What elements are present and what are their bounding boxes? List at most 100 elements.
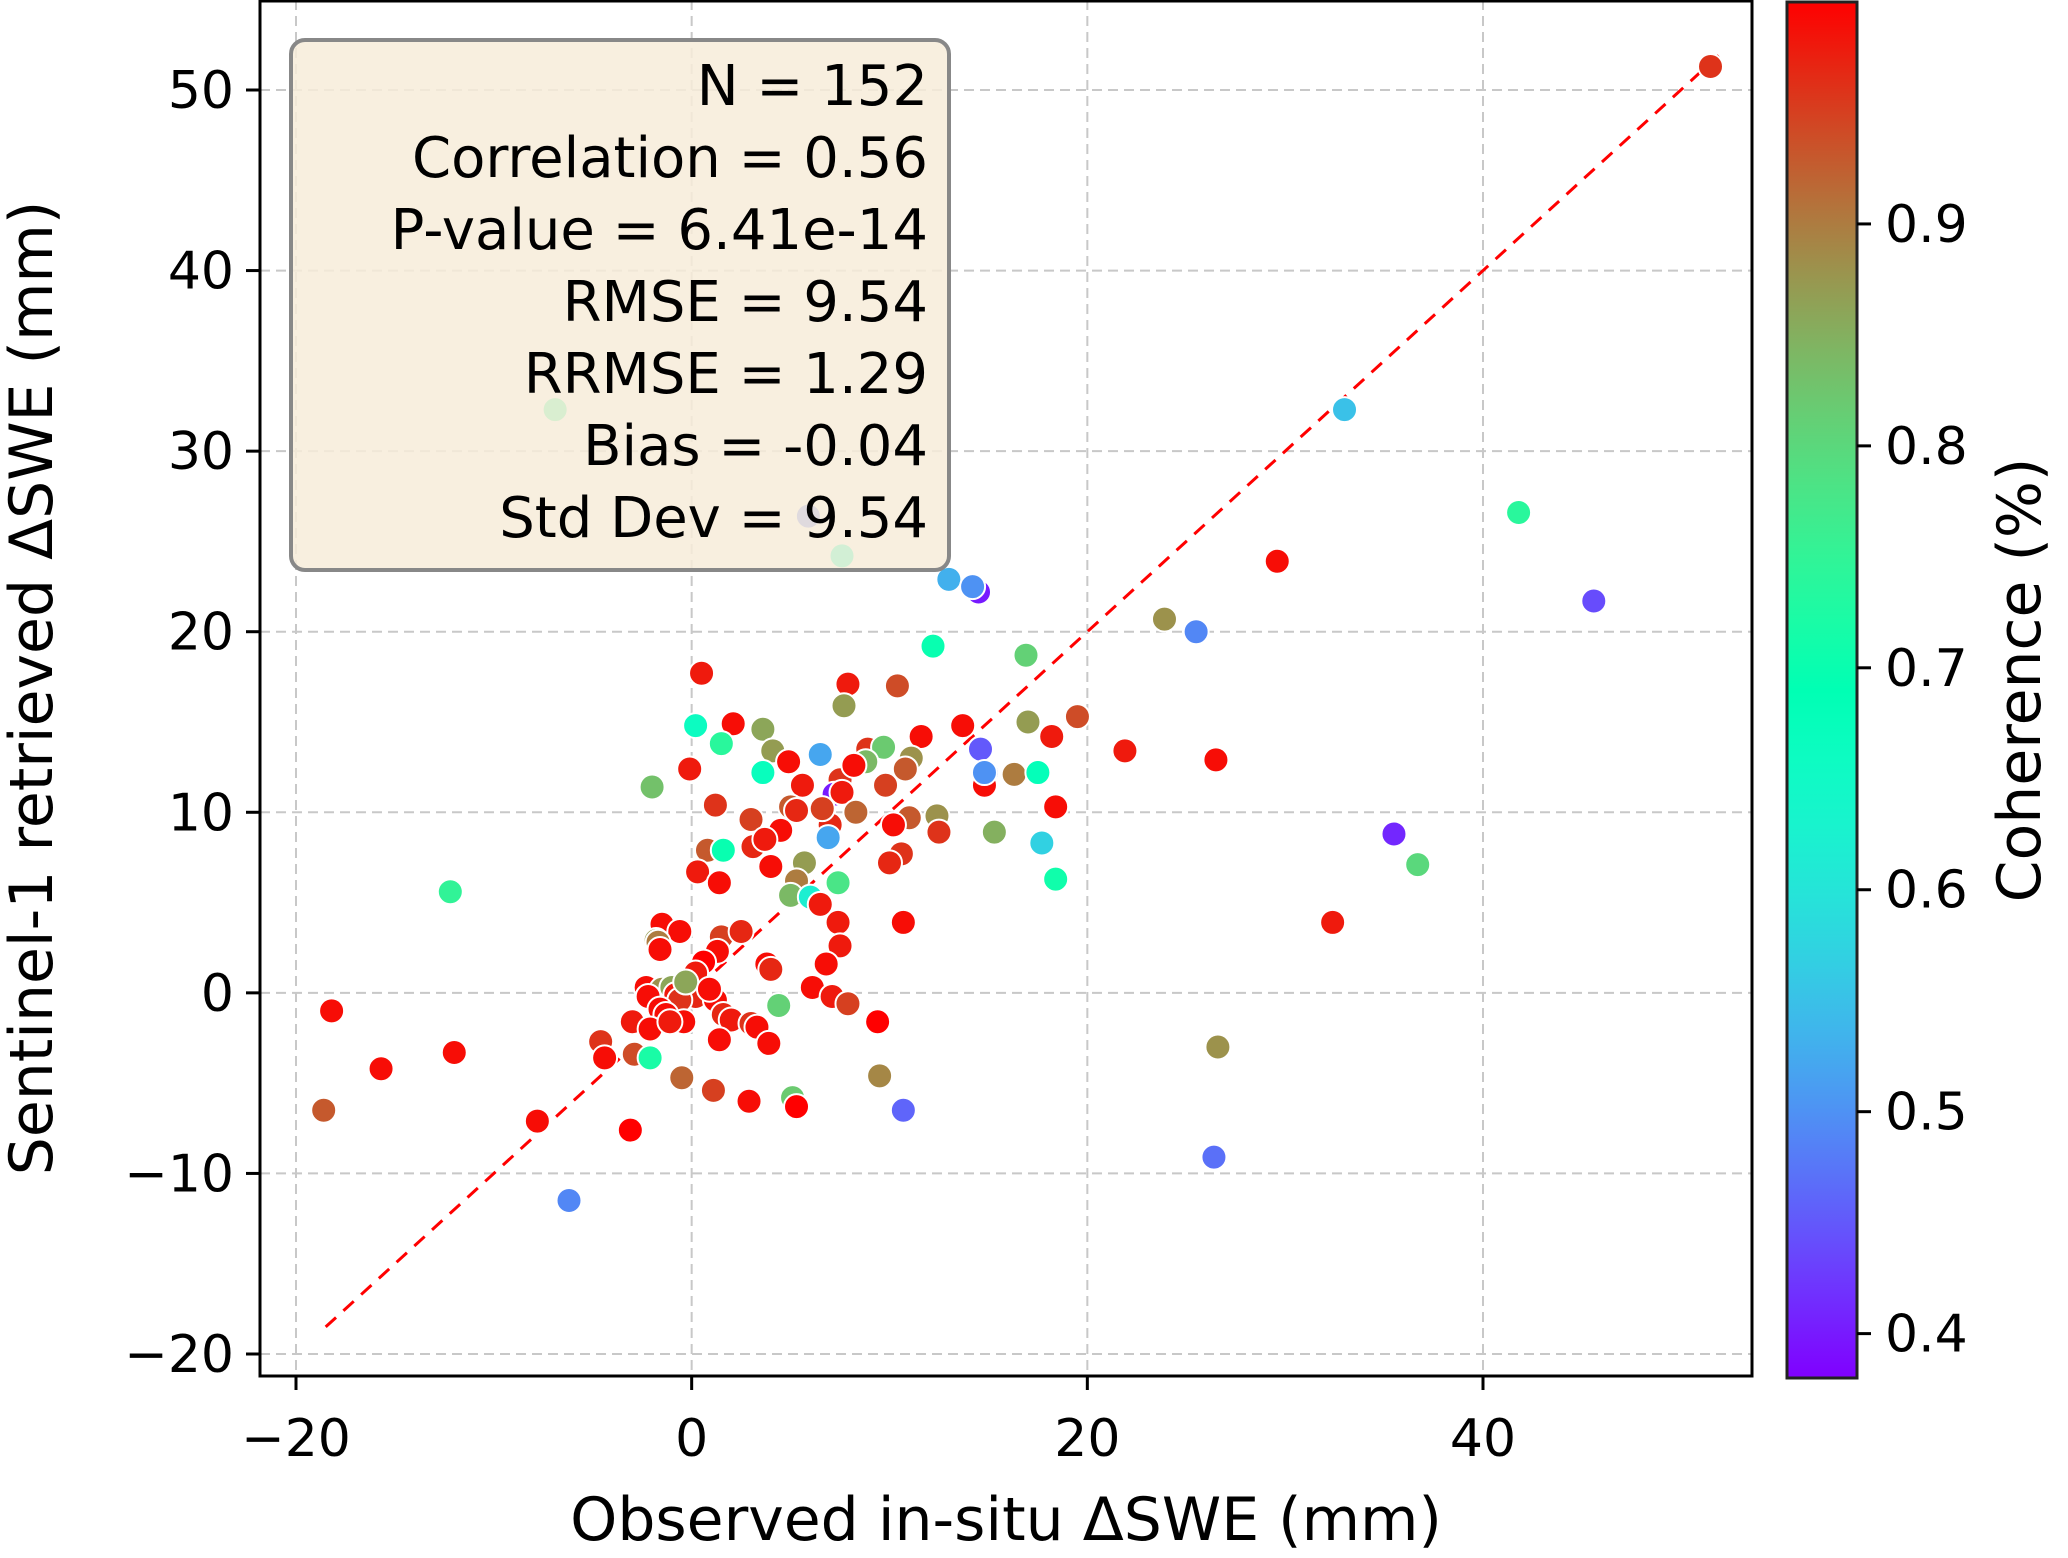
data-point [824,869,852,897]
y-tick-label: 30 [168,422,234,482]
data-point [788,771,816,799]
data-point [828,778,856,806]
x-axis-label: Observed in-situ ΔSWE (mm) [570,1485,1442,1555]
colorbar: 0.4 0.5 0.6 0.7 0.8 0.9 Coherence (%) [1785,0,2055,1380]
data-point [806,890,834,918]
data-point [727,917,755,945]
data-point [701,791,729,819]
data-point [656,1008,684,1036]
data-point [959,573,987,601]
data-point [1319,908,1347,936]
data-point [757,955,785,983]
one-to-one-line [324,52,1722,1329]
data-point [695,975,723,1003]
data-point [682,712,710,740]
y-tick-label: 10 [168,783,234,843]
data-point [814,824,842,852]
data-point [765,991,793,1019]
colorbar-tick-label: 0.9 [1885,195,1968,255]
data-point [318,997,346,1025]
data-point [751,825,779,853]
stat-rrmse: RRMSE = 1.29 [524,342,928,407]
data-point [1404,851,1432,879]
data-point [967,735,995,763]
data-point [749,759,777,787]
data-point [812,950,840,978]
data-point [826,932,854,960]
data-point [1012,641,1040,669]
colorbar-tick-label: 0.4 [1885,1305,1968,1365]
y-tick-label: −10 [124,1144,234,1204]
stats-box: N = 152 Correlation = 0.56 P-value = 6.4… [289,38,951,572]
data-point [638,773,666,801]
data-point [1063,703,1091,731]
data-point [889,1096,917,1124]
data-point [1024,759,1052,787]
stat-rmse: RMSE = 9.54 [563,270,928,335]
data-point [1042,865,1070,893]
stat-n: N = 152 [697,54,928,119]
data-point [436,878,464,906]
y-tick-label: 20 [168,603,234,663]
colorbar-label: Coherence (%) [1985,458,2055,903]
data-point [646,936,674,964]
data-point [672,968,700,996]
data-point [824,908,852,936]
stat-correlation: Correlation = 0.56 [412,126,928,191]
data-point [775,748,803,776]
data-point [310,1096,338,1124]
data-point [757,852,785,880]
data-point [834,990,862,1018]
data-point [1111,737,1139,765]
x-tick-label: 20 [1054,1409,1120,1469]
data-point [1580,587,1608,615]
data-point [719,710,747,738]
data-point [919,632,947,660]
data-point [735,1087,763,1115]
y-tick-label: 0 [201,964,234,1024]
data-point [970,759,998,787]
y-tick-label: −20 [124,1325,234,1385]
data-point [872,771,900,799]
data-point [676,755,704,783]
x-tick-label: 0 [675,1409,708,1469]
stats-box-background [289,38,951,572]
data-point [870,733,898,761]
data-point [755,1029,783,1057]
data-point [1380,820,1408,848]
data-point [1042,793,1070,821]
data-point [367,1055,395,1083]
colorbar-ticks: 0.4 0.5 0.6 0.7 0.8 0.9 [1857,195,1968,1365]
data-point [705,1026,733,1054]
data-point [705,869,733,897]
data-point [591,1044,619,1072]
data-point [1200,1143,1228,1171]
data-point [883,672,911,700]
data-point [1182,618,1210,646]
scatter-points [310,53,1725,1215]
data-point [949,712,977,740]
data-point [830,692,858,720]
colorbar-tick-label: 0.8 [1885,417,1968,477]
data-point [1331,396,1359,424]
data-point [684,858,712,886]
data-point [980,818,1008,846]
data-point [1150,605,1178,633]
data-point [709,836,737,864]
x-axis-ticks: −20 0 20 40 [241,1376,1516,1469]
plot-frame [258,0,1754,1378]
data-point [806,741,834,769]
data-point [616,1116,644,1144]
data-point [523,1107,551,1135]
data-point [864,1008,892,1036]
data-point [840,751,868,779]
data-point [925,818,953,846]
stat-p-value: P-value = 6.41e-14 [391,198,928,263]
colorbar-tick-label: 0.7 [1885,639,1968,699]
data-point [1000,760,1028,788]
y-tick-label: 50 [168,61,234,121]
data-point [889,908,917,936]
data-point [668,1064,696,1092]
data-point [636,1044,664,1072]
